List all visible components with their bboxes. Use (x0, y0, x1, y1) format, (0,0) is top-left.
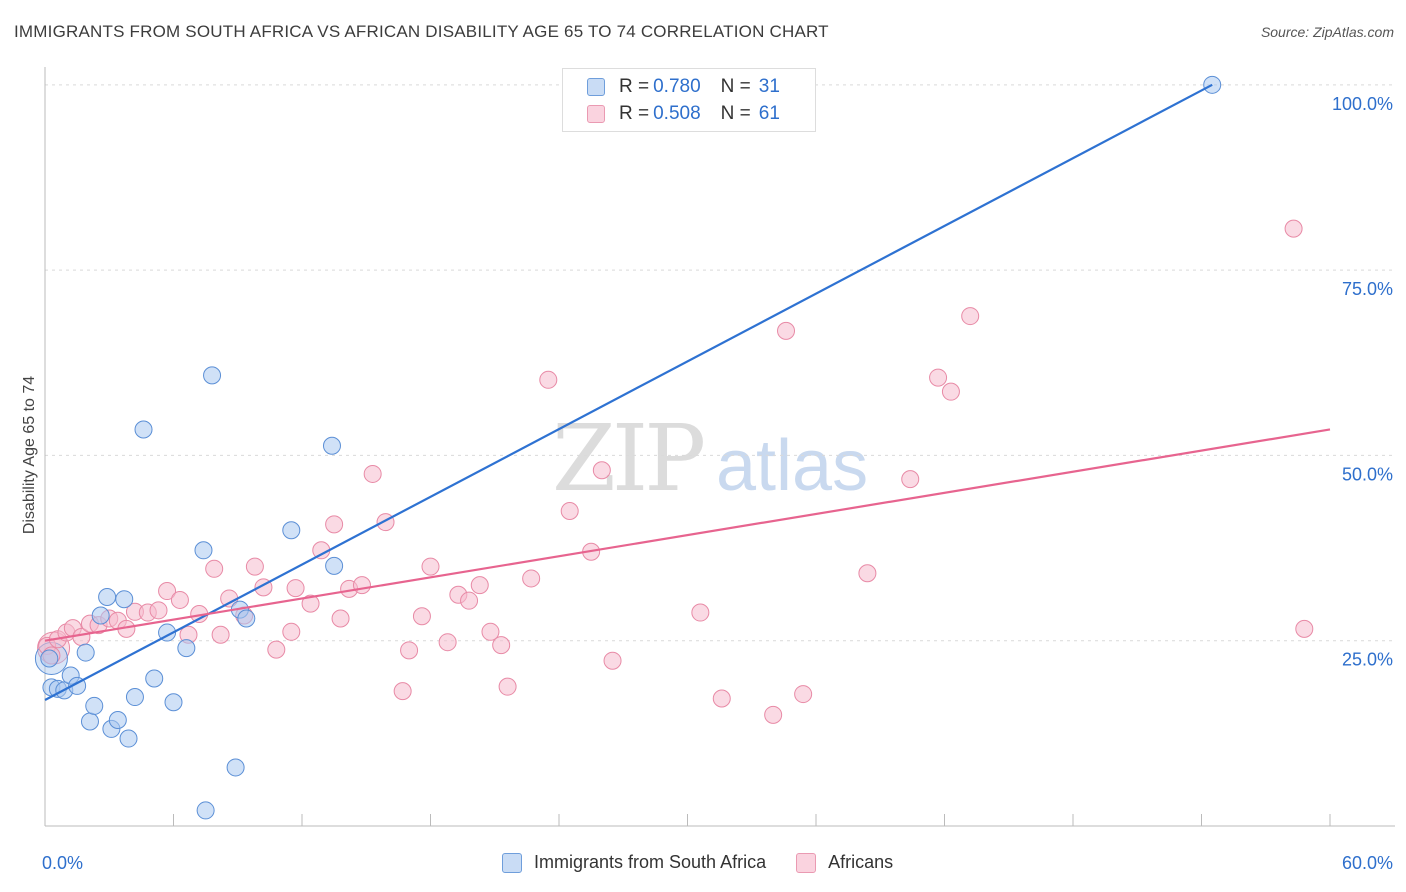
legend-r-value: 0.508 (653, 103, 701, 124)
data-point-africans (205, 559, 224, 578)
data-point-south-africa (134, 420, 153, 439)
watermark-atlas: atlas (716, 426, 869, 506)
data-point-south-africa (145, 669, 164, 688)
data-point-africans (421, 557, 440, 576)
series-legend-item-africans[interactable]: Africans (796, 852, 893, 873)
data-point-south-africa (80, 712, 99, 731)
data-point-africans (301, 594, 320, 613)
data-point-africans (592, 461, 611, 480)
data-point-south-africa (91, 606, 110, 625)
data-point-africans (691, 603, 710, 622)
data-point-africans (267, 640, 286, 659)
data-point-south-africa (282, 521, 301, 540)
series-label-africans: Africans (828, 852, 894, 872)
data-point-africans (149, 601, 168, 620)
trend-line-africans (44, 428, 1331, 642)
data-point-south-africa (322, 436, 341, 455)
data-point-africans (522, 569, 541, 588)
chart-title: IMMIGRANTS FROM SOUTH AFRICA VS AFRICAN … (14, 22, 829, 41)
legend-r-value: 0.780 (653, 76, 701, 97)
data-point-africans (438, 633, 457, 652)
data-point-south-africa (119, 729, 138, 748)
data-point-africans (286, 579, 305, 598)
data-point-africans (539, 370, 558, 389)
y-tick-label: 75.0% (1342, 279, 1393, 299)
data-point-africans (901, 470, 920, 489)
legend-row-south-africa: R = 0.780 N = 31 (587, 75, 780, 99)
y-axis-label: Disability Age 65 to 74 (21, 375, 38, 535)
data-point-africans (929, 368, 948, 387)
data-point-south-africa (237, 609, 256, 628)
legend-n-label: N = (720, 76, 751, 97)
legend-swatch-blue (587, 78, 605, 96)
data-point-africans (498, 677, 517, 696)
data-point-south-africa (203, 366, 222, 385)
data-point-africans (961, 307, 980, 326)
watermark-zip: ZIP (552, 405, 706, 512)
legend-n-value: 61 (758, 103, 780, 124)
data-point-africans (560, 502, 579, 520)
data-point-africans (777, 321, 796, 340)
legend-n-value: 31 (758, 76, 780, 97)
data-point-africans (460, 591, 479, 610)
data-point-south-africa (85, 696, 104, 715)
series-swatch-blue (502, 852, 522, 873)
x-tick-label: 60.0% (1342, 853, 1393, 873)
data-point-africans (363, 464, 382, 483)
data-point-africans (282, 622, 301, 641)
data-point-south-africa (325, 556, 344, 575)
data-point-africans (352, 576, 371, 595)
data-point-africans (170, 590, 189, 609)
data-point-africans (245, 557, 264, 576)
series-swatch-pink (796, 852, 817, 873)
data-point-south-africa (226, 758, 245, 777)
legend-r-label: R = (619, 76, 650, 97)
chart-source: Source: ZipAtlas.com (1260, 24, 1394, 40)
data-point-africans (603, 651, 622, 670)
data-point-africans (794, 685, 813, 704)
data-point-south-africa (196, 801, 215, 820)
data-point-africans (712, 689, 731, 708)
data-point-africans (941, 382, 960, 401)
trend-line-south-africa (44, 83, 1213, 701)
data-point-south-africa (76, 643, 95, 662)
data-point-south-africa (115, 590, 134, 609)
legend-r-label: R = (619, 103, 650, 124)
data-point-africans (858, 564, 877, 583)
x-tick-label: 0.0% (42, 853, 83, 873)
legend-row-africans: R = 0.508 N = 61 (587, 102, 780, 126)
data-point-africans (412, 607, 431, 626)
data-point-africans (158, 582, 177, 601)
y-tick-label: 25.0% (1342, 650, 1393, 670)
data-point-south-africa (125, 688, 144, 707)
data-point-south-africa (177, 639, 196, 658)
data-point-africans (325, 515, 344, 534)
data-point-south-africa (40, 649, 59, 668)
y-tick-label: 50.0% (1342, 464, 1393, 484)
data-point-africans (393, 682, 412, 701)
data-point-africans (470, 576, 489, 595)
data-point-south-africa (108, 711, 127, 730)
data-point-africans (481, 622, 500, 641)
data-point-africans (211, 625, 230, 644)
data-point-africans (331, 609, 350, 628)
data-point-south-africa (164, 693, 183, 712)
data-point-south-africa (194, 541, 213, 560)
data-point-south-africa (98, 587, 117, 606)
series-legend: Immigrants from South Africa Africans (502, 852, 923, 873)
data-point-africans (400, 641, 419, 660)
series-label-south-africa: Immigrants from South Africa (534, 852, 767, 872)
y-tick-label: 100.0% (1332, 94, 1393, 114)
data-point-africans (764, 705, 783, 724)
legend-swatch-pink (587, 105, 605, 123)
data-point-africans (1295, 619, 1314, 638)
legend-n-label: N = (720, 103, 751, 124)
correlation-legend: R = 0.780 N = 31 R = 0.508 N = 61 (562, 68, 816, 132)
data-point-africans (492, 636, 511, 655)
data-point-africans (1284, 219, 1303, 238)
series-legend-item-south-africa[interactable]: Immigrants from South Africa (502, 852, 766, 873)
